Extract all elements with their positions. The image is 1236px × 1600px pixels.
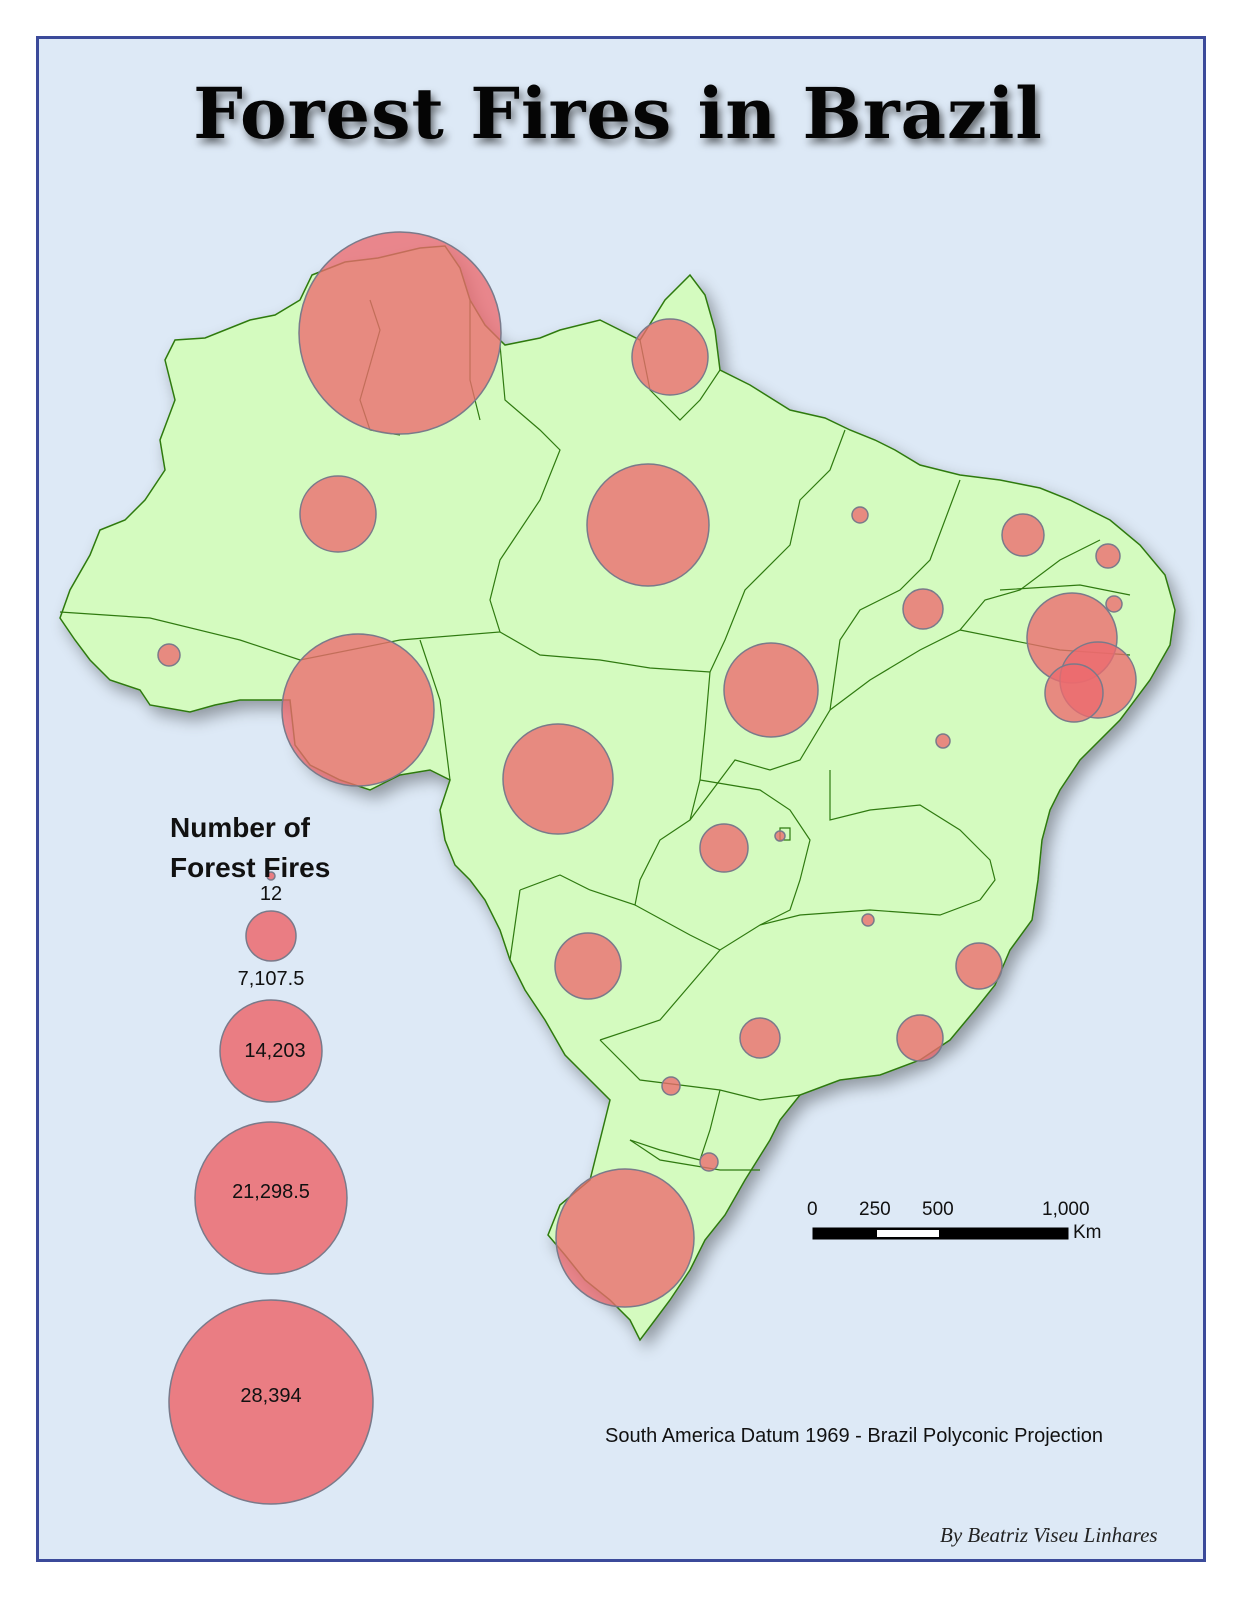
legend-label-7107: 7,107.5	[237, 968, 305, 990]
bubble-paraiba	[1105, 595, 1123, 613]
legend-circle-14203	[219, 999, 323, 1103]
bubble-acre	[157, 643, 181, 667]
legend-label-21298: 21,298.5	[232, 1181, 310, 1203]
scale-unit: Km	[1073, 1222, 1102, 1243]
map-title: Forest Fires in Brazil	[193, 72, 1043, 155]
bubble-espirito-santo	[955, 942, 1003, 990]
bubble-amazonas	[299, 475, 377, 553]
bubble-rondonia	[281, 633, 435, 787]
scale-label-0: 0	[807, 1199, 818, 1220]
bubble-piaui	[902, 588, 944, 630]
bubble-bahia	[935, 733, 951, 749]
legend-circle-28394	[168, 1299, 374, 1505]
bubble-para	[586, 463, 710, 587]
fire-bubbles	[157, 231, 1137, 1308]
bubble-rio-de-janeiro	[896, 1014, 944, 1062]
legend-label-28394: 28,394	[240, 1385, 302, 1407]
legend-title-line2: Forest Fires	[170, 852, 331, 883]
bubble-santa-catarina	[699, 1152, 719, 1172]
legend-label-14203: 14,203	[244, 1040, 306, 1062]
bubble-mato-grosso	[502, 723, 614, 835]
legend-circles	[168, 871, 374, 1505]
bubble-mato-grosso-do-sul	[554, 932, 622, 1000]
bubble-rio-grande-do-sul	[555, 1168, 695, 1308]
legend-circle-21298	[194, 1121, 348, 1275]
projection-note: South America Datum 1969 - Brazil Polyco…	[605, 1425, 1104, 1447]
legend-circle-12	[266, 871, 276, 881]
bubble-tocantins	[723, 642, 819, 738]
bubble-distrito-federal	[774, 830, 786, 842]
bubble-rio-grande-do-norte	[1095, 543, 1121, 569]
bubble-minas-gerais	[861, 913, 875, 927]
bubble-goias	[699, 823, 749, 873]
scale-label-500: 500	[922, 1199, 954, 1220]
legend-circle-7107	[245, 910, 297, 962]
legend-title-line1: Number of	[170, 812, 310, 843]
legend-title: Number of Forest Fires	[170, 808, 330, 888]
author-credit: By Beatriz Viseu Linhares	[940, 1523, 1158, 1547]
bubble-roraima-north	[298, 231, 502, 435]
bubble-amapa	[631, 318, 709, 396]
bubble-sao-paulo	[739, 1017, 781, 1059]
scale-label-1000: 1,000	[1042, 1199, 1090, 1220]
legend-label-12: 12	[259, 883, 283, 905]
bubble-maranhao	[851, 506, 869, 524]
bubble-parana	[661, 1076, 681, 1096]
bubble-ceara	[1001, 513, 1045, 557]
scale-bar	[812, 1227, 1069, 1240]
scale-label-250: 250	[859, 1199, 891, 1220]
bubble-sergipe	[1044, 663, 1104, 723]
